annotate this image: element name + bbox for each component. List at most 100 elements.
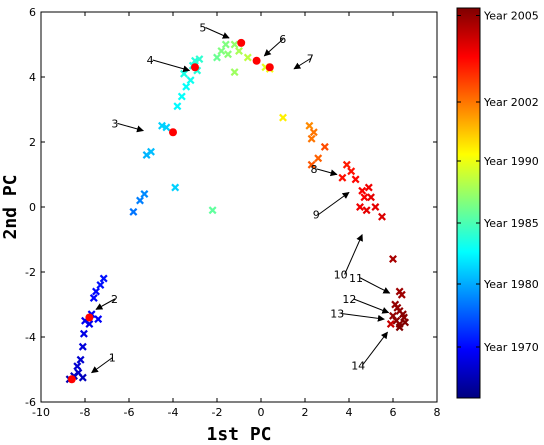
data-point: [217, 47, 226, 55]
data-point: [351, 175, 360, 184]
data-point: [320, 142, 329, 151]
highlight-point: [237, 38, 246, 47]
annotation-arrow: [152, 59, 191, 73]
data-point: [224, 50, 232, 59]
x-tick-label: 6: [390, 406, 397, 419]
data-point: [307, 134, 316, 143]
colorbar-ticks: Year 2005 Year 2002 Year 1990 Year 1985 Year…: [457, 10, 539, 354]
data-point: [140, 190, 149, 198]
annotation-arrow: [361, 331, 388, 366]
data-point: [73, 362, 82, 371]
plot-area: [40, 11, 438, 403]
data-point: [99, 274, 108, 283]
data-point: [195, 55, 204, 64]
data-point: [360, 193, 369, 202]
data-point: [356, 203, 364, 211]
annotation-arrow: [293, 57, 312, 70]
annotation-label: 14: [351, 360, 365, 373]
annotation-arrow: [95, 298, 116, 310]
annotation-label: 8: [311, 163, 318, 176]
colorbar-label: Year 1985: [483, 217, 539, 230]
annotation-label: 9: [313, 208, 320, 221]
y-tick-label: -2: [25, 266, 36, 279]
x-tick-label: 8: [434, 406, 441, 419]
data-point: [76, 355, 85, 364]
data-point: [342, 160, 351, 169]
highlight-point: [67, 375, 76, 384]
data-point: [358, 186, 367, 195]
highlighted-points: [67, 38, 274, 384]
annotation-label: 11: [349, 272, 363, 285]
x-tick-label: 0: [258, 406, 265, 419]
data-point: [230, 40, 239, 49]
annotation-label: 12: [342, 293, 356, 306]
colorbar-label: Year 1980: [483, 278, 539, 291]
x-tick-label: -4: [168, 406, 179, 419]
data-point: [386, 320, 395, 328]
data-point: [89, 294, 98, 302]
y-tick-label: 0: [29, 201, 36, 214]
data-point: [279, 113, 287, 122]
annotation-label: 1: [109, 351, 116, 364]
data-point: [79, 329, 88, 338]
annotation-label: 6: [279, 33, 286, 46]
data-point: [136, 196, 144, 205]
y-axis-ticks: -6 -4 -2 0 2 4 6: [25, 6, 437, 409]
data-point: [173, 102, 182, 111]
data-point: [96, 281, 105, 289]
data-point: [147, 147, 155, 156]
data-point: [338, 173, 347, 182]
x-tick-label: -8: [80, 406, 91, 419]
data-point: [362, 206, 371, 215]
data-point: [347, 167, 356, 176]
highlight-point: [169, 128, 177, 137]
annotation-arrow: [344, 233, 363, 275]
colorbar-label: Year 2002: [483, 96, 539, 109]
annotation-label: 7: [307, 52, 314, 65]
data-point: [92, 287, 100, 296]
highlight-point: [252, 56, 261, 65]
data-point: [305, 121, 314, 130]
annotation-arrow: [359, 277, 391, 294]
annotation-label: 10: [334, 269, 348, 282]
highlight-point: [191, 63, 199, 72]
data-point: [307, 160, 316, 169]
x-axis-label: 1st PC: [206, 424, 271, 445]
annotation-label: 2: [111, 293, 118, 306]
annotation-arrow: [263, 38, 284, 57]
annotation-label: 4: [147, 54, 154, 67]
x-tick-label: -6: [124, 406, 135, 419]
x-tick-label: -2: [212, 406, 223, 419]
y-tick-label: 2: [29, 136, 36, 149]
data-point: [364, 183, 373, 192]
annotation-arrow: [318, 191, 350, 215]
data-point: [395, 323, 404, 332]
annotation-label: 5: [199, 22, 206, 35]
x-tick-label: 4: [346, 406, 353, 419]
data-point: [314, 154, 323, 163]
annotation-label: 13: [330, 308, 344, 321]
highlight-point: [265, 63, 274, 72]
annotation-arrow: [205, 27, 230, 39]
data-point: [389, 311, 397, 320]
data-point: [78, 342, 87, 351]
x-tick-label: 2: [302, 406, 309, 419]
annotation-arrow: [341, 313, 385, 322]
y-tick-label: 6: [29, 6, 36, 19]
colorbar-label: Year 1970: [483, 341, 539, 354]
x-axis-ticks: -10 -8 -6 -4 -2 0 2 4 6 8: [32, 12, 441, 419]
data-point: [389, 255, 397, 263]
data-point: [171, 183, 180, 192]
highlight-point: [85, 313, 94, 322]
data-point: [162, 123, 171, 132]
data-point: [186, 76, 195, 85]
data-point: [309, 128, 318, 137]
annotation-arrow: [353, 298, 390, 314]
colorbar-label: Year 2005: [483, 10, 539, 23]
y-axis-label: 2nd PC: [0, 174, 21, 239]
annotation-arrow: [117, 122, 144, 133]
data-points: [65, 40, 410, 384]
annotation-arrow: [316, 168, 338, 177]
data-point: [378, 212, 386, 221]
